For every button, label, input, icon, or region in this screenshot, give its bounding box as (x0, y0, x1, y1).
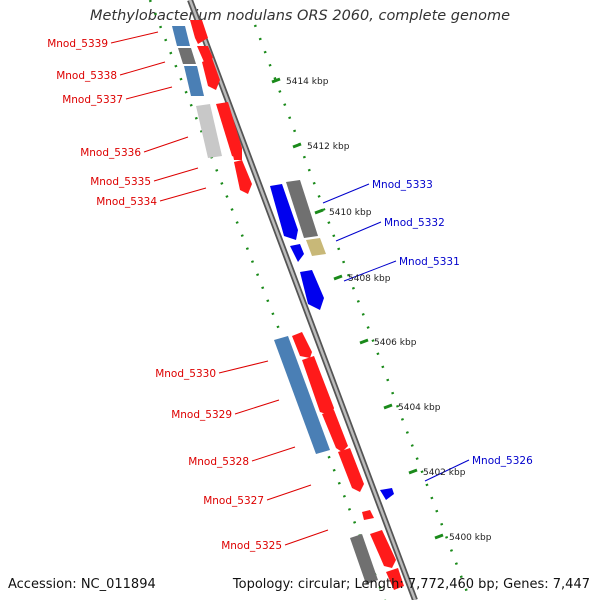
gene-arrow-forward[interactable] (234, 160, 252, 194)
label-leader-line (322, 183, 370, 204)
kbp-tick-mark (408, 468, 418, 475)
gene-arrow-forward[interactable] (202, 58, 220, 90)
kbp-tick-mark (333, 274, 343, 281)
kbp-tick-label: 5404 kbp (398, 403, 441, 413)
label-leader-line (218, 360, 269, 374)
kbp-tick-label: 5410 kbp (329, 208, 372, 218)
gene-arrow-forward[interactable] (302, 356, 334, 416)
gene-label-left[interactable]: Mnod_5329 (171, 409, 232, 421)
gene-arrow-reverse[interactable] (380, 488, 394, 500)
kbp-tick-label: 5400 kbp (449, 533, 492, 543)
gene-arrow-reverse[interactable] (300, 270, 324, 310)
gene-arrow-forward[interactable] (386, 568, 404, 590)
kbp-tick-label: 5414 kbp (286, 77, 329, 87)
gene-label-right[interactable]: Mnod_5333 (372, 179, 433, 191)
gene-block-steelblue[interactable] (184, 66, 204, 96)
gene-arrow-forward[interactable] (216, 102, 242, 160)
gene-label-left[interactable]: Mnod_5339 (47, 38, 108, 50)
gene-arrow-reverse[interactable] (270, 184, 298, 240)
gene-arrow-forward[interactable] (197, 46, 213, 62)
kbp-tick-mark (314, 208, 324, 215)
gene-label-left[interactable]: Mnod_5337 (62, 94, 123, 106)
gene-label-right[interactable]: Mnod_5326 (472, 455, 533, 467)
gene-block-gray[interactable] (178, 48, 196, 64)
gene-block-gray[interactable] (350, 534, 378, 584)
gene-block-lightgray[interactable] (196, 104, 222, 158)
gene-arrow-reverse[interactable] (290, 244, 304, 262)
kbp-tick-mark (434, 533, 444, 540)
kbp-tick-mark (359, 338, 369, 345)
label-leader-line (335, 221, 382, 242)
gene-label-left[interactable]: Mnod_5336 (80, 147, 141, 159)
label-leader-line (234, 399, 280, 415)
gene-label-left[interactable]: Mnod_5325 (221, 540, 282, 552)
gene-label-left[interactable]: Mnod_5327 (203, 495, 264, 507)
gene-block-gray[interactable] (286, 180, 318, 238)
label-leader-line (159, 187, 207, 202)
label-leader-line (125, 86, 173, 100)
gene-label-left[interactable]: Mnod_5335 (90, 176, 151, 188)
kbp-tick-label: 5408 kbp (348, 274, 391, 284)
gene-blocks (172, 20, 404, 590)
gene-label-left[interactable]: Mnod_5330 (155, 368, 216, 380)
gene-block-steelblue[interactable] (172, 26, 190, 46)
gene-label-left[interactable]: Mnod_5334 (96, 196, 157, 208)
kbp-tick-mark (383, 403, 393, 410)
gene-block-khaki[interactable] (306, 238, 326, 256)
tick-dotted-line (148, 0, 387, 600)
gene-label-right[interactable]: Mnod_5332 (384, 217, 445, 229)
kbp-labels: 5414 kbp 5412 kbp 5410 kbp 5408 kbp 5406 kbp… (271, 77, 492, 543)
gene-block-steelblue[interactable] (274, 336, 330, 454)
label-leader-line (153, 167, 199, 182)
backbone (187, 0, 418, 600)
kbp-tick-label: 5406 kbp (374, 338, 417, 348)
genome-summary-text: Topology: circular; Length: 7,772,460 bp… (232, 577, 590, 592)
gene-arrow-forward[interactable] (322, 410, 348, 452)
gene-arrow-forward[interactable] (362, 510, 374, 520)
gene-arrow-forward[interactable] (292, 332, 312, 358)
gene-label-left[interactable]: Mnod_5328 (188, 456, 249, 468)
label-leader-line (284, 529, 329, 546)
gene-arrow-forward[interactable] (232, 150, 242, 160)
gene-label-left[interactable]: Mnod_5338 (56, 70, 117, 82)
gene-arrow-forward[interactable] (338, 448, 364, 492)
label-leader-line (143, 136, 189, 153)
accession-text: Accession: NC_011894 (8, 577, 156, 592)
label-leader-line (343, 260, 397, 282)
label-leader-line (119, 61, 166, 76)
kbp-tick-mark (292, 142, 302, 149)
gene-arrow-forward[interactable] (370, 530, 396, 568)
label-leader-line (110, 31, 159, 44)
label-leader-line (251, 446, 296, 462)
gene-label-right[interactable]: Mnod_5331 (399, 256, 460, 268)
label-leader-line (266, 484, 312, 501)
gene-arrow-forward[interactable] (190, 20, 208, 44)
label-leader-line (424, 459, 470, 482)
tick-dots (148, 0, 472, 600)
kbp-tick-mark (271, 77, 281, 84)
kbp-tick-label: 5412 kbp (307, 142, 350, 152)
gene-labels: Mnod_5339 Mnod_5338 Mnod_5337 Mnod_5336 Mnod… (47, 31, 533, 552)
kbp-tick-label: 5402 kbp (423, 468, 466, 478)
